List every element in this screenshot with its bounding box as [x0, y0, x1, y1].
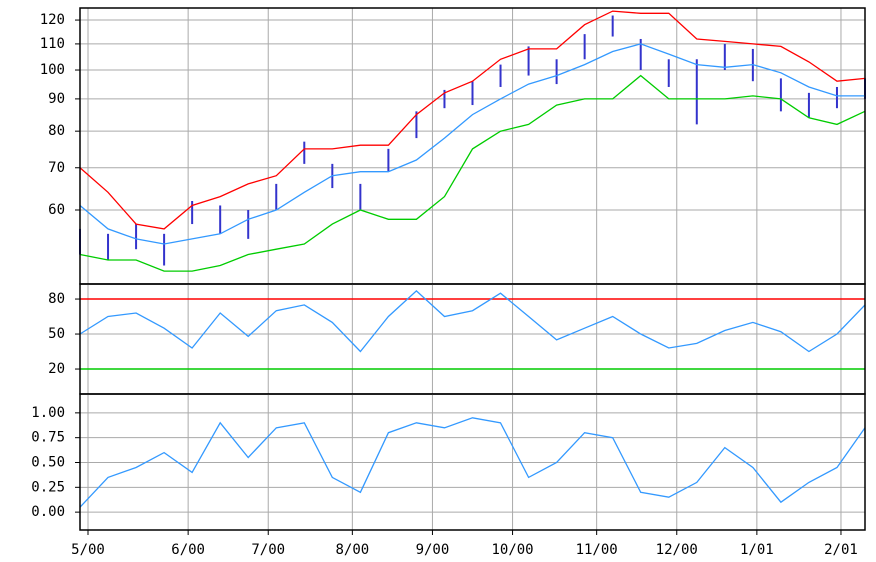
y-tick-label: 80: [48, 291, 65, 307]
y-tick-label: 60: [48, 202, 65, 218]
y-tick-label: 50: [48, 326, 65, 342]
x-tick-label: 7/00: [251, 542, 285, 558]
y-tick-label: 0.25: [31, 479, 65, 495]
x-tick-label: 12/00: [656, 542, 698, 558]
y-tick-label: 70: [48, 160, 65, 176]
panel-frame: [79, 283, 866, 395]
x-tick-label: 9/00: [416, 542, 450, 558]
x-tick-label: 10/00: [491, 542, 533, 558]
line: [79, 74, 866, 272]
y-tick-label: 110: [40, 36, 65, 52]
panel-frame: [79, 393, 866, 531]
y-tick-label: 120: [40, 12, 65, 28]
line: [79, 417, 866, 508]
x-tick-label: 2/01: [824, 542, 858, 558]
line: [79, 290, 866, 353]
y-tick-label: 100: [40, 62, 65, 78]
x-tick-label: 8/00: [335, 542, 369, 558]
y-tick-label: 80: [48, 123, 65, 139]
y-tick-label: 0.75: [31, 430, 65, 446]
x-tick-label: 11/00: [576, 542, 618, 558]
y-tick-label: 90: [48, 91, 65, 107]
x-tick-label: 1/01: [740, 542, 774, 558]
x-tick-label: 5/00: [71, 542, 105, 558]
y-tick-label: 1.00: [31, 405, 65, 421]
panel-frame: [79, 7, 866, 285]
y-tick-label: 0.00: [31, 504, 65, 520]
line: [79, 10, 866, 230]
y-tick-label: 20: [48, 361, 65, 377]
x-tick-label: 6/00: [171, 542, 205, 558]
line: [79, 43, 865, 245]
y-tick-label: 0.50: [31, 454, 65, 470]
